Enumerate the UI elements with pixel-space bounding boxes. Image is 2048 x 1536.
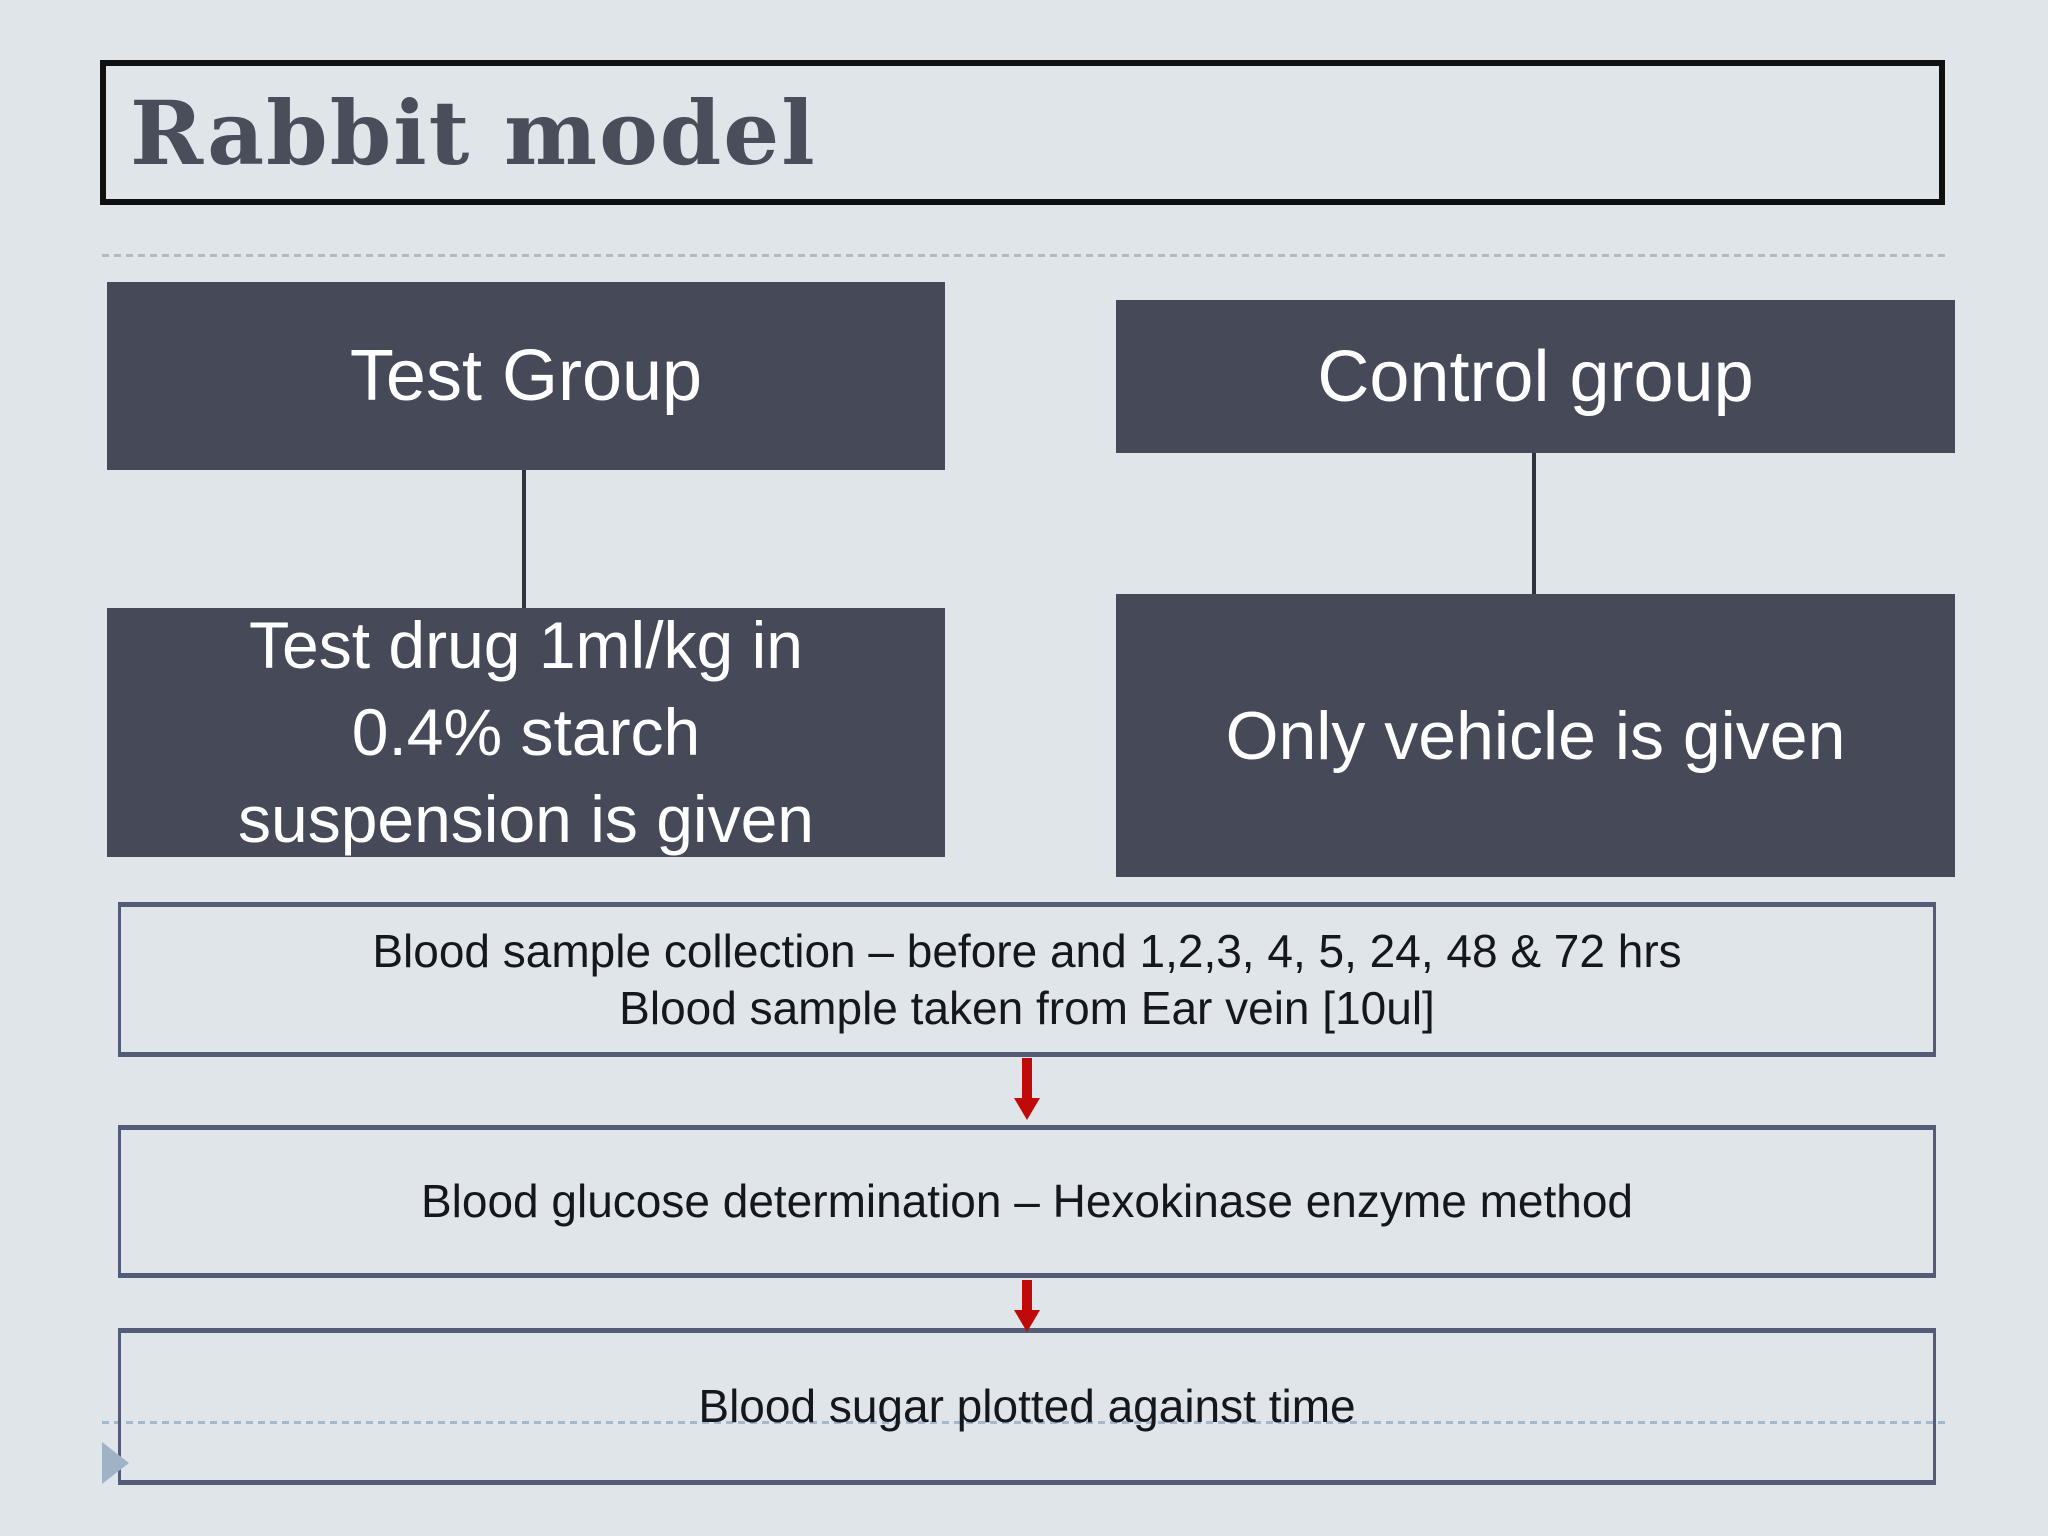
blood-sample-line-1: Blood sample collection – before and 1,2… bbox=[372, 924, 1682, 977]
control-connector-line bbox=[1532, 453, 1536, 594]
control-group-box: Control group bbox=[1116, 300, 1955, 453]
blood-sample-step-box: Blood sample collection – before and 1,2… bbox=[118, 902, 1936, 1057]
test-group-box: Test Group bbox=[107, 282, 945, 470]
test-treatment-line: suspension is given bbox=[237, 782, 815, 856]
blood-sample-line-2: Blood sample taken from Ear vein [10ul] bbox=[619, 981, 1435, 1034]
arrow-shaft bbox=[1022, 1280, 1032, 1310]
control-treatment-box: Only vehicle is given bbox=[1116, 594, 1955, 877]
glucose-determination-text: Blood glucose determination – Hexokinase… bbox=[420, 1175, 1634, 1227]
glucose-determination-step-box: Blood glucose determination – Hexokinase… bbox=[118, 1125, 1936, 1278]
top-dashed-divider bbox=[102, 254, 1945, 257]
down-arrow-icon bbox=[1014, 1058, 1040, 1120]
test-connector-line bbox=[522, 470, 526, 608]
arrow-head bbox=[1014, 1310, 1040, 1332]
test-treatment-line: 0.4% starch bbox=[351, 695, 701, 769]
arrow-head bbox=[1014, 1098, 1040, 1120]
control-group-label: Control group bbox=[1317, 336, 1754, 417]
blood-sugar-plot-step-box: Blood sugar plotted against time bbox=[118, 1328, 1936, 1485]
page-title: Rabbit model bbox=[130, 80, 817, 185]
down-arrow-icon bbox=[1014, 1280, 1040, 1332]
test-group-label: Test Group bbox=[349, 336, 703, 416]
arrow-shaft bbox=[1022, 1058, 1032, 1098]
control-treatment-text: Only vehicle is given bbox=[1225, 697, 1846, 774]
title-box: Rabbit model bbox=[100, 60, 1945, 205]
play-triangle-icon bbox=[102, 1442, 129, 1484]
blood-sugar-plot-text: Blood sugar plotted against time bbox=[698, 1380, 1356, 1432]
test-treatment-box: Test drug 1ml/kg in 0.4% starch suspensi… bbox=[107, 608, 945, 857]
test-treatment-line: Test drug 1ml/kg in bbox=[249, 608, 803, 682]
bottom-dashed-divider bbox=[102, 1421, 1945, 1424]
